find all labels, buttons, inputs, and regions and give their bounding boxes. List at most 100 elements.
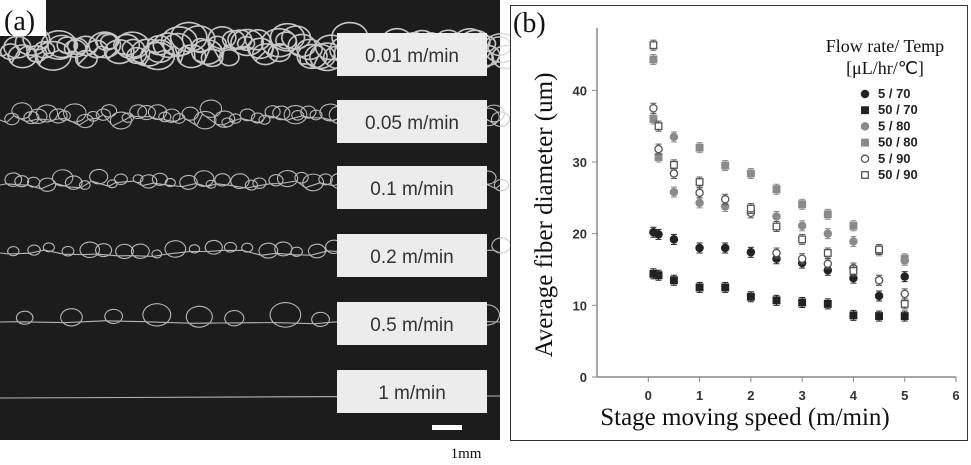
legend-marker — [860, 89, 870, 99]
data-point-5070 — [654, 271, 663, 280]
data-point-570 — [746, 248, 756, 257]
speed-label: 0.2 m/min — [370, 247, 453, 268]
data-point-580 — [695, 198, 704, 208]
x-tick-label: 5 — [901, 388, 908, 403]
legend-entry: 5 / 90 — [878, 151, 911, 166]
legend-marker — [860, 122, 870, 131]
speed-label-box — [337, 33, 487, 76]
data-point-570 — [654, 230, 663, 239]
data-point-5090 — [669, 160, 678, 169]
data-point-580 — [772, 212, 781, 221]
speed-label: 0.5 m/min — [370, 315, 453, 336]
data-point-5080 — [746, 169, 755, 178]
data-point-580 — [669, 132, 679, 142]
data-point-590 — [797, 254, 807, 263]
data-point-5070 — [772, 296, 781, 305]
legend-marker — [861, 171, 869, 179]
scale-bar — [432, 425, 462, 430]
data-point-5070 — [695, 283, 704, 292]
data-point-590 — [669, 169, 679, 178]
data-point-5090 — [823, 249, 832, 257]
data-point-5080 — [798, 200, 807, 209]
data-point-5070 — [823, 299, 832, 308]
legend-entry: 5 / 80 — [878, 118, 911, 133]
legend-marker — [860, 154, 870, 164]
legend-entry: 50 / 90 — [878, 167, 918, 182]
speed-label: 1 m/min — [378, 383, 446, 404]
data-point-580 — [849, 237, 858, 246]
legend-entry: 5 / 70 — [878, 86, 911, 101]
data-point-5080 — [721, 161, 730, 170]
data-point-5070 — [849, 311, 858, 320]
data-point-590 — [772, 248, 781, 258]
data-point-5070 — [746, 292, 755, 301]
data-point-570 — [695, 243, 704, 253]
data-point-5090 — [695, 178, 704, 187]
x-tick-label: 0 — [645, 388, 652, 403]
data-point-5080 — [900, 254, 909, 263]
data-point-5090 — [746, 204, 755, 213]
data-point-570 — [874, 291, 884, 301]
speed-label-box — [337, 166, 487, 209]
data-point-590 — [649, 104, 658, 113]
speed-label-box — [337, 370, 487, 413]
data-point-5080 — [649, 115, 658, 123]
data-point-5090 — [849, 266, 858, 275]
data-point-5070 — [798, 298, 807, 307]
panel-b-label: (b) — [513, 8, 546, 39]
speed-label: 0.01 m/min — [365, 46, 459, 67]
data-point-5070 — [669, 276, 678, 285]
data-point-580 — [797, 221, 807, 231]
legend-entry: 50 / 70 — [878, 102, 918, 117]
y-tick-label: 30 — [573, 155, 587, 170]
panel-a: (a) 0.01 m/min 0.05 m/min 0.1 m/min 0.2 m/m… — [0, 0, 522, 462]
data-point-5080 — [654, 153, 663, 161]
legend-entry: 50 / 80 — [878, 135, 918, 150]
data-point-590 — [900, 289, 909, 299]
data-point-5080 — [823, 210, 832, 219]
legend-marker — [861, 106, 869, 115]
scale-bar-label: 1mm — [451, 446, 482, 462]
data-point-570 — [669, 235, 679, 244]
speed-label-box — [337, 100, 487, 143]
y-tick-label: 10 — [573, 298, 587, 313]
data-point-590 — [720, 195, 730, 204]
data-point-580 — [669, 187, 679, 197]
panel-b: (b) Average fiber diameter (um) Stage mo… — [510, 5, 968, 441]
data-point-5070 — [900, 312, 909, 321]
data-point-5080 — [695, 143, 704, 152]
speed-label-box — [337, 234, 487, 277]
data-point-5070 — [875, 312, 884, 321]
data-point-5080 — [772, 185, 781, 194]
data-point-5090 — [875, 245, 884, 254]
data-point-5080 — [649, 55, 658, 64]
data-point-570 — [720, 243, 730, 253]
data-point-5070 — [721, 283, 730, 292]
x-tick-label: 6 — [952, 388, 959, 403]
panel-a-label-box — [0, 0, 46, 36]
x-tick-label: 1 — [696, 388, 703, 403]
data-point-5090 — [900, 299, 909, 308]
legend-title-line1: Flow rate/ Temp — [826, 36, 944, 56]
y-tick-label: 40 — [573, 83, 587, 98]
data-point-590 — [654, 144, 663, 154]
data-point-590 — [695, 188, 704, 198]
panel-a-label: (a) — [4, 6, 35, 37]
x-tick-label: 4 — [850, 388, 858, 403]
y-tick-label: 0 — [580, 370, 587, 385]
speed-label: 0.05 m/min — [365, 113, 459, 134]
y-axis-label: Average fiber diameter (um) — [531, 73, 558, 358]
y-tick-label: 20 — [573, 227, 587, 242]
data-point-570 — [900, 272, 909, 281]
data-point-5090 — [649, 41, 658, 50]
data-point-590 — [874, 275, 884, 285]
panel-b-frame — [510, 5, 968, 441]
x-tick-label: 3 — [799, 388, 806, 403]
data-point-5090 — [772, 222, 781, 231]
x-tick-label: 2 — [747, 388, 754, 403]
data-point-5080 — [849, 221, 858, 230]
legend-marker — [861, 138, 869, 147]
legend-title-line2: [μL/hr/℃] — [846, 58, 924, 78]
data-point-5090 — [798, 235, 807, 244]
